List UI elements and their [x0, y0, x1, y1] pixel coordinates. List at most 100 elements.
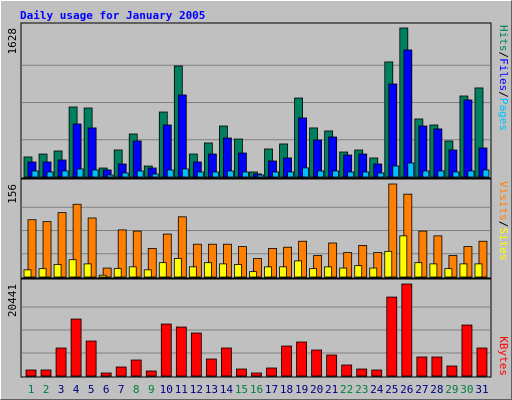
bar: [219, 263, 227, 278]
bar: [343, 252, 353, 278]
bar: [177, 216, 187, 278]
bar: [158, 262, 167, 278]
legend: Hits/Files/Pages: [497, 25, 510, 131]
bar: [272, 171, 279, 178]
bar: [190, 332, 202, 377]
bar: [326, 354, 338, 377]
bar: [407, 162, 415, 178]
bar: [461, 324, 473, 377]
bar: [266, 367, 277, 377]
bar: [68, 259, 77, 278]
x-tick-label: 29: [445, 383, 458, 396]
x-tick-label: 28: [430, 383, 443, 396]
bar: [283, 246, 292, 278]
bar: [91, 169, 99, 178]
bar: [147, 247, 157, 278]
bar: [221, 347, 232, 377]
bar: [332, 170, 340, 178]
bar: [31, 170, 39, 178]
bar: [227, 170, 234, 178]
bar: [474, 263, 483, 278]
bar: [38, 268, 47, 278]
x-tick-label: 22: [340, 383, 353, 396]
bar: [401, 283, 413, 377]
x-tick-label: 11: [175, 383, 188, 396]
bar: [100, 372, 112, 377]
bar: [166, 169, 174, 178]
bar: [205, 358, 217, 377]
x-tick-label: 26: [400, 383, 413, 396]
legend-entry: KBytes: [497, 336, 510, 376]
bar: [296, 341, 307, 377]
bar: [257, 174, 264, 178]
bar: [25, 369, 37, 377]
bar: [399, 235, 408, 278]
bar: [151, 173, 159, 178]
bar: [253, 258, 262, 278]
bar: [388, 183, 398, 278]
legend-separator: /: [497, 91, 510, 98]
x-tick-label: 31: [475, 383, 488, 396]
bar: [339, 267, 348, 278]
bar: [476, 347, 488, 377]
legend-separator: /: [497, 52, 510, 59]
bar: [459, 263, 468, 278]
bar: [207, 243, 217, 278]
bar: [211, 171, 219, 178]
bar: [242, 171, 249, 178]
bar: [70, 318, 82, 377]
x-tick-label: 18: [280, 383, 293, 396]
y-tick-label: 1628: [6, 28, 19, 55]
bar: [369, 267, 378, 278]
x-tick-label: 2: [43, 383, 50, 396]
bar: [433, 128, 443, 178]
bar: [298, 240, 307, 278]
bar: [309, 268, 318, 278]
x-tick-label: 23: [355, 383, 368, 396]
x-tick-label: 20: [310, 383, 323, 396]
legend-separator: /: [497, 221, 510, 228]
bar: [341, 364, 353, 377]
bar: [452, 171, 460, 178]
bar: [444, 268, 453, 278]
bar: [433, 235, 443, 278]
bar: [418, 230, 428, 278]
bar: [279, 266, 287, 278]
bar: [268, 247, 277, 278]
x-tick-label: 9: [148, 383, 155, 396]
x-tick-label: 21: [325, 383, 338, 396]
bar: [317, 170, 325, 178]
bar: [196, 171, 204, 178]
bar: [437, 170, 445, 178]
bar: [356, 368, 368, 377]
bar: [377, 172, 385, 178]
bar: [128, 266, 137, 278]
bar: [482, 169, 490, 178]
x-tick-label: 7: [118, 383, 125, 396]
bar: [27, 219, 37, 278]
bar: [311, 349, 323, 377]
bar: [302, 167, 309, 178]
bar: [98, 274, 107, 278]
bar: [386, 296, 398, 377]
bar: [403, 49, 413, 178]
plot-area: [20, 22, 492, 179]
bar: [463, 246, 473, 278]
bar: [83, 263, 92, 278]
x-tick-label: 17: [265, 383, 278, 396]
bar: [448, 255, 458, 278]
bar: [61, 170, 69, 178]
bar: [106, 174, 114, 178]
x-tick-label: 19: [295, 383, 308, 396]
bar: [57, 212, 67, 278]
bar: [53, 264, 62, 278]
bar: [347, 171, 355, 178]
bar: [40, 369, 52, 377]
bar: [136, 170, 144, 178]
bar: [362, 171, 370, 178]
bar: [113, 268, 122, 278]
x-tick-label: 4: [73, 383, 80, 396]
bar: [281, 345, 292, 377]
bar: [249, 271, 257, 278]
bar: [173, 258, 182, 278]
